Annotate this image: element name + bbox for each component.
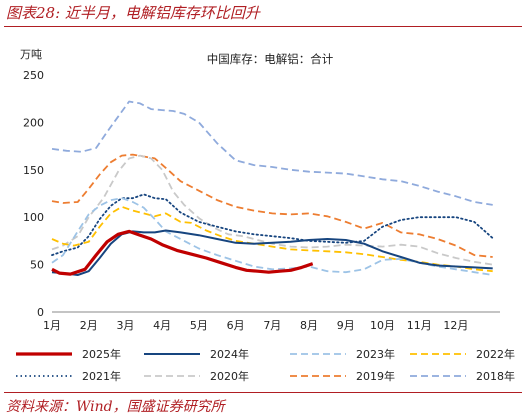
x-tick-label: 8月 bbox=[300, 319, 318, 332]
x-tick-label: 11月 bbox=[407, 319, 432, 332]
y-tick-label: 150 bbox=[23, 164, 44, 177]
series-line-2019年 bbox=[51, 153, 493, 258]
y-axis: 0 50 100 150 200 250 bbox=[23, 69, 44, 319]
legend: 2025年 2024年 2023年 2022年 2021年 2020年 2019年 2018年 bbox=[16, 347, 515, 383]
x-tick-label: 4月 bbox=[153, 319, 171, 332]
series-line-2025年 bbox=[51, 229, 314, 276]
y-axis-unit-label: 万吨 bbox=[20, 48, 42, 61]
figure-title: 图表28: 近半月，电解铝库存环比回升 bbox=[6, 4, 260, 22]
x-tick-label: 1月 bbox=[43, 319, 61, 332]
x-tick-label: 6月 bbox=[227, 319, 245, 332]
chart-title: 中国库存：电解铝：合计 bbox=[207, 52, 334, 66]
source-divider bbox=[4, 392, 522, 393]
y-tick-label: 250 bbox=[23, 69, 44, 82]
series-line-2018年 bbox=[51, 100, 493, 206]
x-tick-label: 10月 bbox=[370, 319, 395, 332]
x-tick-label: 3月 bbox=[116, 319, 134, 332]
x-tick-label: 5月 bbox=[190, 319, 208, 332]
y-tick-label: 200 bbox=[23, 116, 44, 129]
x-tick-label: 12月 bbox=[443, 319, 468, 332]
x-axis: 1月 2月 3月 4月 5月 6月 7月 8月 9月 10月 11月 12月 bbox=[43, 311, 500, 332]
x-tick-label: 9月 bbox=[337, 319, 355, 332]
x-tick-label: 7月 bbox=[263, 319, 281, 332]
y-tick-label: 100 bbox=[23, 211, 44, 224]
y-tick-label: 0 bbox=[37, 306, 44, 319]
legend-label: 2024年 bbox=[210, 347, 249, 361]
series-lines bbox=[51, 100, 494, 276]
y-tick-label: 50 bbox=[30, 259, 44, 272]
legend-label: 2020年 bbox=[210, 369, 249, 383]
legend-label: 2021年 bbox=[82, 369, 121, 383]
series-line-2021年 bbox=[51, 193, 494, 257]
legend-label: 2018年 bbox=[476, 369, 515, 383]
series-line-2024年 bbox=[51, 229, 493, 276]
legend-label: 2025年 bbox=[82, 347, 121, 361]
series-line-2022年 bbox=[51, 205, 493, 273]
legend-label: 2019年 bbox=[356, 369, 395, 383]
series-line-2020年 bbox=[51, 154, 493, 266]
source-note: 资料来源：Wind，国盛证券研究所 bbox=[6, 399, 225, 415]
legend-label: 2023年 bbox=[356, 347, 395, 361]
legend-label: 2022年 bbox=[476, 347, 515, 361]
series-line-2023年 bbox=[51, 197, 493, 276]
x-tick-label: 2月 bbox=[80, 319, 98, 332]
title-divider bbox=[4, 26, 522, 27]
